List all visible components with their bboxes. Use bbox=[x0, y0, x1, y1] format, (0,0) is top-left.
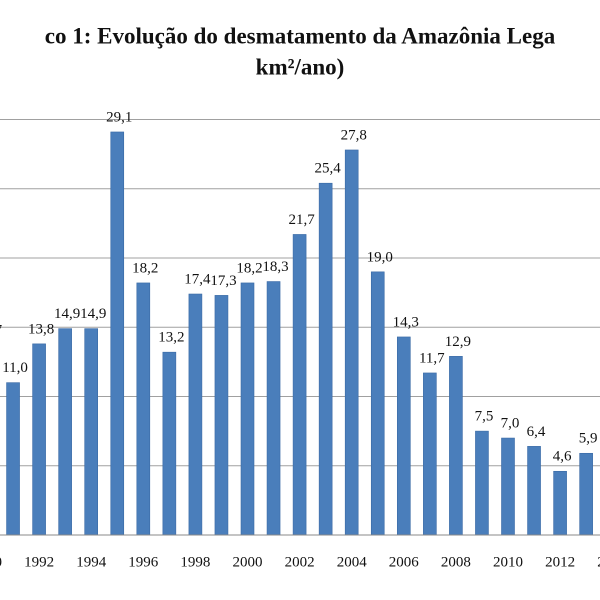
x-tick-label: 1990 bbox=[0, 554, 2, 570]
bar bbox=[110, 131, 125, 536]
bar bbox=[214, 295, 229, 536]
bar bbox=[370, 271, 385, 536]
value-label: 11,7 bbox=[419, 350, 445, 366]
x-tick-label: 2006 bbox=[389, 554, 420, 570]
bar bbox=[188, 293, 203, 536]
bar bbox=[266, 281, 281, 536]
value-label: 18,2 bbox=[132, 260, 158, 276]
value-label: 19,0 bbox=[367, 249, 393, 265]
value-label: 7,0 bbox=[501, 415, 520, 431]
value-label: 17,4 bbox=[184, 271, 211, 287]
value-label: 14,3 bbox=[393, 314, 419, 330]
x-tick-label: 1998 bbox=[180, 554, 210, 570]
bar bbox=[579, 452, 593, 536]
value-label: 18,3 bbox=[262, 259, 288, 275]
value-label: 6,4 bbox=[527, 424, 546, 440]
value-label: 17,3 bbox=[210, 273, 236, 289]
x-tick-label: 2000 bbox=[233, 554, 263, 570]
bar bbox=[449, 356, 463, 536]
bar bbox=[423, 372, 437, 536]
value-label: 4,6 bbox=[553, 449, 572, 465]
x-tick-label: 1994 bbox=[76, 554, 107, 570]
value-label: 27,8 bbox=[341, 127, 367, 143]
value-label: 14,9 bbox=[54, 306, 80, 322]
value-label: 12,9 bbox=[445, 334, 471, 350]
x-tick-label: 1996 bbox=[128, 554, 159, 570]
x-tick-label: 2014 bbox=[597, 554, 600, 570]
x-tick-label: 2010 bbox=[493, 554, 523, 570]
value-label: 13,8 bbox=[28, 321, 54, 337]
bar bbox=[6, 382, 20, 536]
chart-title: co 1: Evolução do desmatamento da Amazôn… bbox=[45, 23, 556, 48]
bar bbox=[318, 182, 333, 536]
chart-subtitle: km²/ano) bbox=[256, 54, 345, 79]
x-tick-label: 1992 bbox=[24, 554, 54, 570]
bar bbox=[501, 437, 515, 536]
bar bbox=[58, 328, 72, 536]
bar bbox=[32, 343, 46, 536]
value-label: 7,5 bbox=[475, 409, 494, 425]
bar bbox=[553, 470, 567, 536]
bar bbox=[527, 446, 541, 536]
value-label: 13,2 bbox=[158, 330, 184, 346]
bar bbox=[162, 351, 177, 536]
bar bbox=[240, 282, 255, 536]
bar bbox=[344, 149, 359, 536]
value-label: 21,7 bbox=[288, 212, 315, 228]
x-tick-label: 2004 bbox=[337, 554, 368, 570]
x-tick-label: 2008 bbox=[441, 554, 471, 570]
bar bbox=[84, 328, 98, 536]
bar bbox=[136, 282, 151, 536]
value-label: 14,9 bbox=[80, 306, 106, 322]
value-label: 18,2 bbox=[236, 260, 262, 276]
value-label: 25,4 bbox=[315, 161, 342, 177]
value-label: 13,7 bbox=[0, 323, 3, 339]
x-tick-label: 2002 bbox=[285, 554, 315, 570]
value-label: 11,0 bbox=[2, 360, 28, 376]
bar bbox=[475, 430, 489, 536]
value-label: 29,1 bbox=[106, 109, 132, 125]
value-label: 5,9 bbox=[579, 431, 598, 447]
bar bbox=[292, 234, 307, 536]
bar bbox=[396, 336, 411, 536]
x-tick-label: 2012 bbox=[545, 554, 575, 570]
